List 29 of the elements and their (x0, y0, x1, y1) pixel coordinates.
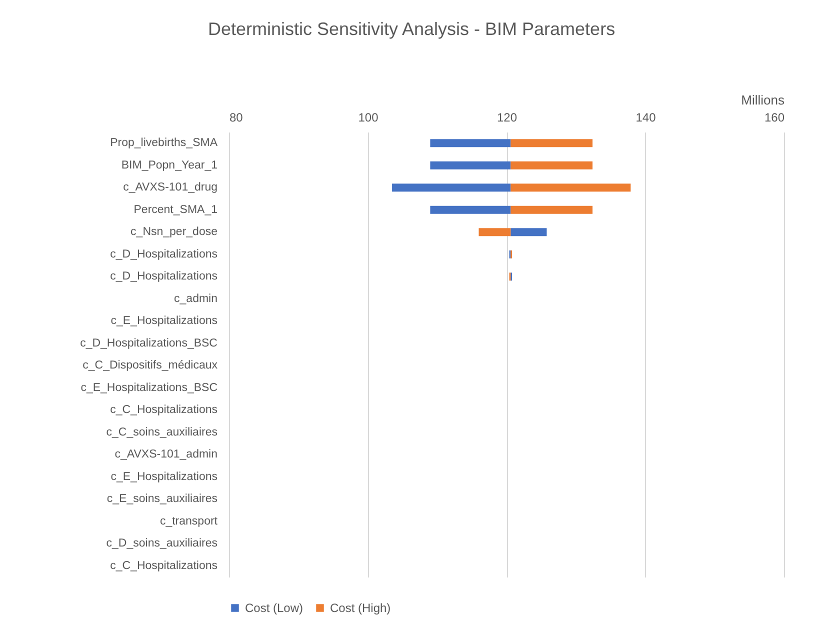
y-tick-label: c_C_soins_auxiliaires (106, 426, 218, 438)
y-tick-label: Prop_livebirths_SMA (110, 137, 218, 150)
legend-label: Cost (Low) (245, 601, 304, 615)
x-tick-label: 140 (636, 110, 656, 124)
y-tick-label: c_C_Hospitalizations (110, 560, 218, 572)
y-tick-label: BIM_Popn_Year_1 (121, 159, 218, 172)
x-tick-label: 160 (764, 110, 785, 124)
chart-title: Deterministic Sensitivity Analysis - BIM Parameters (208, 19, 616, 39)
y-tick-label: c_E_Hospitalizations_BSC (80, 382, 218, 394)
y-tick-label: c_D_Hospitalizations (110, 248, 218, 260)
x-tick-label: 120 (496, 110, 518, 124)
y-tick-label: c_Nsn_per_dose (130, 226, 218, 238)
y-tick-label: c_D_Hospitalizations (110, 270, 218, 283)
y-tick-label: Percent_SMA_1 (134, 204, 218, 216)
y-tick-label: c_E_Hospitalizations (110, 470, 218, 483)
y-tick-label: c_E_soins_auxiliaires (106, 493, 218, 506)
y-tick-label: c_D_Hospitalizations_BSC (80, 337, 218, 350)
x-axis-title: Millions (741, 92, 785, 108)
y-tick-label: c_C_Hospitalizations (110, 404, 218, 416)
y-tick-label: c_admin (174, 292, 218, 305)
y-tick-label: c_D_soins_auxiliaires (106, 538, 218, 550)
y-tick-label: c_C_Dispositifs_médicaux (82, 360, 218, 372)
y-tick-label: c_AVXS-101_admin (114, 448, 218, 461)
y-tick-label: c_E_Hospitalizations (110, 315, 218, 328)
x-tick-label: 80 (230, 110, 244, 124)
x-tick-label: 100 (358, 110, 379, 124)
y-tick-label: c_AVXS-101_drug (123, 182, 218, 194)
legend-label: Cost (High) (330, 601, 391, 615)
y-tick-label: c_transport (160, 515, 218, 528)
